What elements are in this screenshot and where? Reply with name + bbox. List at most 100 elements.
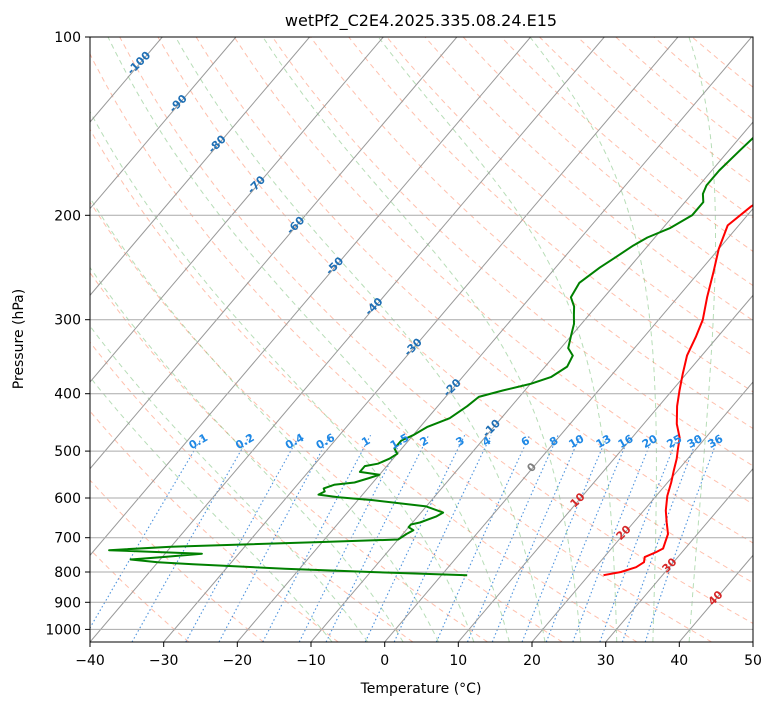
y-axis-ticks: 100 200 300 400 500 600 700 800 900 1000 [45, 30, 90, 638]
moist-adiabat [90, 110, 475, 642]
y-tick-label: 300 [54, 313, 81, 329]
isotherm [310, 121, 753, 642]
mixing-ratio-line [364, 434, 466, 642]
x-axis-title: Temperature (°C) [360, 681, 482, 697]
x-tick-label: 0 [380, 653, 389, 669]
dry-adiabat [691, 37, 753, 88]
mixing-ratio-line [572, 434, 655, 642]
mixing-ratio-line [545, 434, 631, 642]
dry-adiabat [653, 37, 753, 120]
moist-adiabat [262, 37, 582, 642]
dry-adiabat [90, 52, 712, 642]
mixing-ratio-line [262, 434, 372, 642]
isotherm [605, 467, 753, 642]
dry-adiabat [90, 271, 488, 642]
dry-adiabat [90, 341, 414, 642]
mixing-ratio-label: 13 [594, 432, 614, 451]
mixing-ratio-line [621, 435, 700, 642]
x-tick-label: −30 [149, 653, 179, 669]
x-tick-label: −20 [223, 653, 253, 669]
mixing-ratio-label: 0.1 [187, 431, 210, 452]
x-tick-label: 10 [449, 653, 467, 669]
y-tick-label: 400 [54, 387, 81, 403]
chart-title: wetPf2_C2E4.2025.335.08.24.E15 [285, 11, 557, 31]
mixing-ratio-label: 6 [519, 434, 532, 449]
dry-adiabat [90, 201, 563, 642]
mixing-ratio-label: 8 [547, 434, 560, 449]
mixing-ratio-line [131, 434, 251, 642]
mixing-ratio-label: 0.6 [314, 431, 338, 452]
y-tick-label: 200 [54, 208, 81, 224]
dry-adiabat [310, 37, 753, 430]
plot-frame [89, 36, 754, 643]
moist-adiabat [529, 37, 657, 642]
mixing-ratio-line [644, 435, 720, 642]
dry-adiabat [90, 410, 339, 642]
y-tick-label: 900 [54, 595, 81, 611]
dry-adiabat [90, 128, 638, 642]
mixing-ratio-label: 30 [685, 432, 705, 451]
isotherm [90, 37, 531, 557]
dewpoint-profile [108, 136, 753, 577]
x-axis-ticks: −40 −30 −20 −10 0 10 20 30 40 50 [75, 642, 762, 669]
y-tick-label: 1000 [45, 622, 81, 638]
moist-adiabat [377, 37, 618, 642]
mixing-ratio-line [466, 434, 559, 642]
mixing-ratio-label: 16 [616, 432, 636, 451]
x-tick-label: 20 [523, 653, 541, 669]
x-tick-label: 50 [744, 653, 762, 669]
isotherm [90, 37, 458, 470]
dry-adiabat [157, 37, 753, 584]
isotherm [90, 37, 310, 297]
mixing-ratio-label: 2 [418, 434, 431, 449]
mixing-ratio-label: 0.2 [233, 431, 256, 452]
isotherm [163, 37, 679, 642]
dry-adiabat [119, 37, 753, 624]
mixing-ratio-line [435, 434, 531, 642]
mixing-ratio-line [325, 434, 430, 642]
dry-adiabat [386, 37, 753, 357]
isopleth-labels: 0.1 0.2 0.4 0.6 1 1.5 2 3 4 6 8 10 13 16 20 25 30 36-100-… [125, 48, 726, 608]
dry-adiabat [90, 548, 190, 642]
y-tick-label: 100 [54, 30, 81, 46]
dry-adiabat [233, 37, 753, 505]
moist-adiabat [175, 37, 546, 642]
skewed-isotherms [90, 37, 753, 642]
mixing-ratio-label: 0.4 [283, 431, 307, 452]
mixing-ratio-line [298, 434, 405, 642]
moist-adiabat [90, 197, 439, 642]
moist-adiabat [107, 37, 510, 642]
mixing-ratio-label: 1.5 [388, 431, 411, 452]
dry-adiabat [500, 37, 753, 252]
moist-adiabat [90, 266, 404, 642]
dry-adiabat [195, 37, 753, 544]
x-tick-label: −40 [75, 653, 105, 669]
mixing-ratio-line [90, 434, 204, 629]
mixing-ratio-label: 3 [454, 434, 467, 449]
dry-adiabat [90, 479, 264, 642]
mixing-ratio-line [599, 434, 679, 642]
y-axis-title: Pressure (hPa) [11, 289, 27, 389]
x-tick-label: −10 [296, 653, 326, 669]
y-tick-label: 700 [54, 531, 81, 547]
y-tick-label: 800 [54, 565, 81, 581]
isotherm [236, 37, 752, 642]
moist-adiabats [90, 37, 716, 642]
isotherm [384, 207, 753, 642]
dry-adiabat [424, 37, 753, 322]
moist-adiabat [90, 376, 333, 642]
mixing-ratio-label: 25 [664, 432, 684, 451]
isotherm [752, 641, 753, 642]
isotherm [90, 37, 605, 642]
mixing-ratio-line [185, 434, 301, 642]
isotherm [90, 37, 237, 210]
profile-lines [108, 136, 753, 577]
mixing-ratio-label: 10 [567, 432, 587, 451]
mixing-ratio-label: 20 [640, 432, 660, 451]
moist-adiabat [688, 37, 716, 642]
dry-adiabat [462, 37, 753, 287]
isotherm [531, 381, 753, 642]
temperature-profile [603, 204, 753, 577]
mixing-ratio-lines [90, 434, 720, 642]
